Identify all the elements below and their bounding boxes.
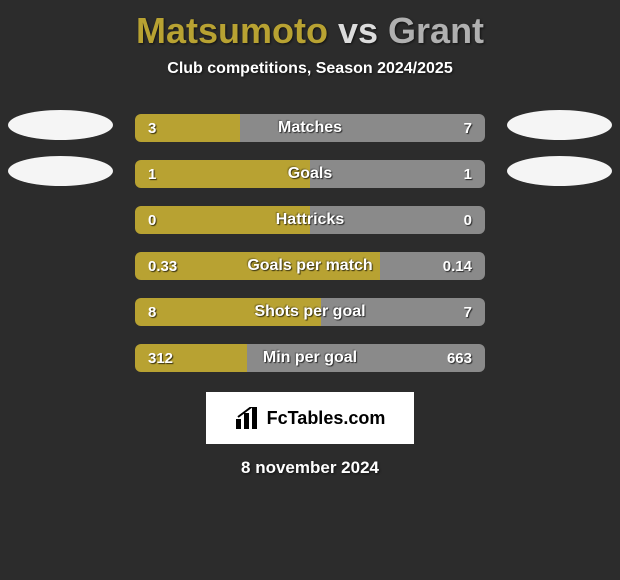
bar-left [135, 160, 310, 188]
stat-row: Min per goal312663 [0, 338, 620, 384]
stat-value-right: 663 [447, 344, 472, 372]
stat-row: Goals11 [0, 154, 620, 200]
team-badge-left [8, 110, 113, 140]
logo-text: FcTables.com [267, 408, 386, 429]
stat-bar [135, 206, 485, 234]
stat-value-right: 7 [464, 114, 472, 142]
player2-name: Grant [388, 10, 484, 51]
stat-bar [135, 298, 485, 326]
bars-icon [235, 407, 261, 429]
player1-name: Matsumoto [136, 10, 328, 51]
stat-value-left: 312 [148, 344, 173, 372]
stat-value-left: 0 [148, 206, 156, 234]
stats-container: Matches37Goals11Hattricks00Goals per mat… [0, 108, 620, 384]
team-badge-left [8, 156, 113, 186]
team-badge-right [507, 110, 612, 140]
stat-row: Hattricks00 [0, 200, 620, 246]
stat-bar [135, 160, 485, 188]
stat-value-right: 7 [464, 298, 472, 326]
bar-right [321, 298, 486, 326]
stat-value-right: 0.14 [443, 252, 472, 280]
vs-text: vs [338, 10, 378, 51]
bar-left [135, 206, 310, 234]
stat-row: Goals per match0.330.14 [0, 246, 620, 292]
comparison-title: Matsumoto vs Grant [0, 0, 620, 60]
stat-value-left: 8 [148, 298, 156, 326]
team-badge-right [507, 156, 612, 186]
bar-right [310, 206, 485, 234]
snapshot-date: 8 november 2024 [0, 458, 620, 478]
bar-right [240, 114, 485, 142]
subtitle: Club competitions, Season 2024/2025 [0, 60, 620, 108]
stat-bar [135, 114, 485, 142]
bar-left [135, 298, 321, 326]
stat-value-left: 3 [148, 114, 156, 142]
stat-value-left: 0.33 [148, 252, 177, 280]
stat-row: Shots per goal87 [0, 292, 620, 338]
fctables-logo: FcTables.com [206, 392, 414, 444]
stat-value-right: 1 [464, 160, 472, 188]
stat-value-left: 1 [148, 160, 156, 188]
stat-bar [135, 252, 485, 280]
bar-right [310, 160, 485, 188]
stat-bar [135, 344, 485, 372]
stat-value-right: 0 [464, 206, 472, 234]
stat-row: Matches37 [0, 108, 620, 154]
